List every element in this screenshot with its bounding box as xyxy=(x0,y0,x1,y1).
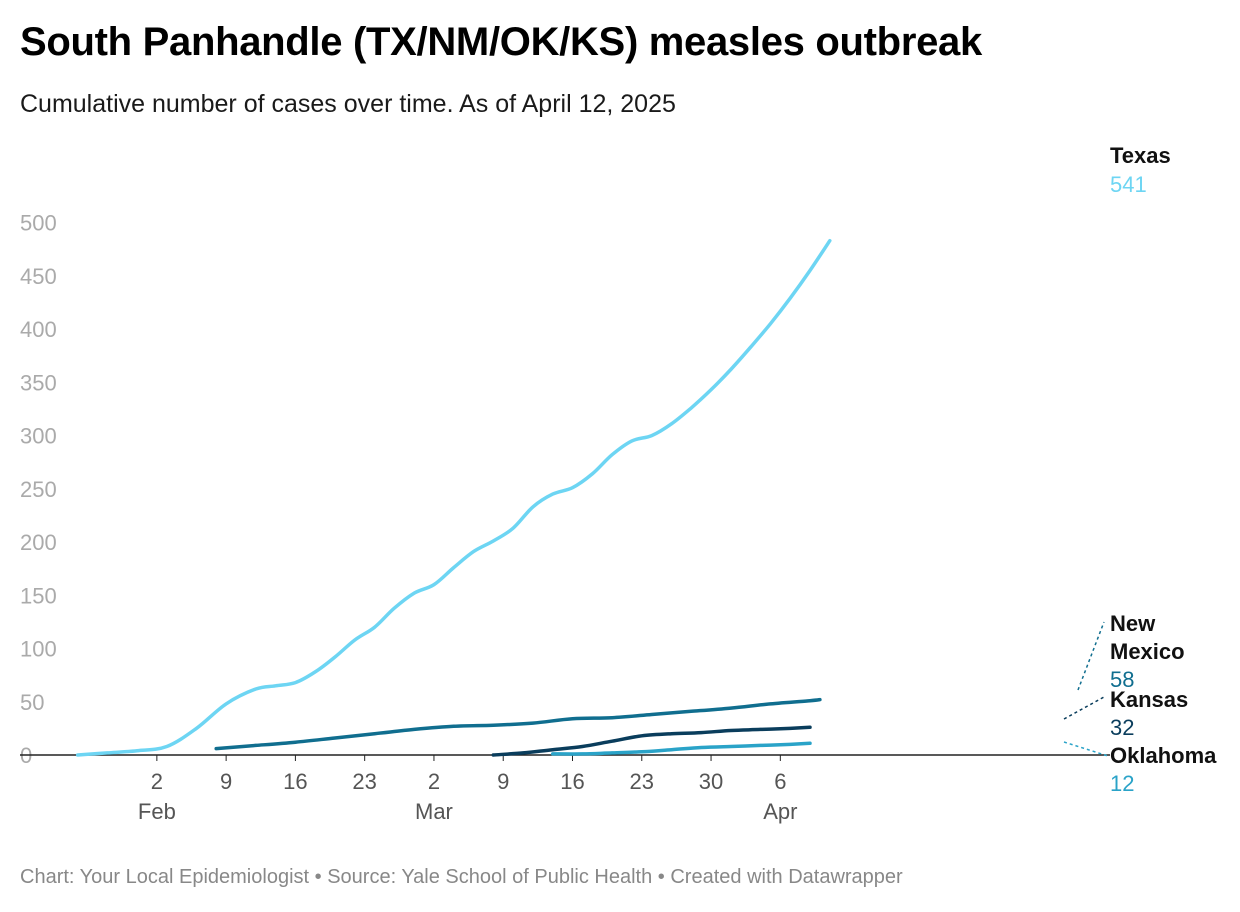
x-month-label: Apr xyxy=(763,799,797,824)
series-line-oklahoma xyxy=(550,741,812,756)
y-tick-label: 400 xyxy=(20,317,57,342)
series-value-texas: 541 xyxy=(1110,172,1147,197)
y-tick-label: 450 xyxy=(20,264,57,289)
footer-separator: • xyxy=(657,866,665,888)
series-label-new-mexico: New xyxy=(1110,611,1156,636)
series-value-oklahoma: 12 xyxy=(1110,771,1134,796)
chart-title: South Panhandle (TX/NM/OK/KS) measles ou… xyxy=(20,20,982,64)
leader-line-oklahoma xyxy=(1063,741,1109,757)
series-value-kansas: 32 xyxy=(1110,715,1134,740)
footer-separator: • xyxy=(314,866,322,888)
leader-line-kansas xyxy=(1063,696,1105,720)
y-tick-label: 100 xyxy=(20,637,57,662)
x-tick-label: 16 xyxy=(560,769,584,794)
series-label-kansas: Kansas xyxy=(1110,687,1188,712)
series-line-texas xyxy=(75,238,832,757)
chart-footer: Chart: Your Local Epidemiologist • Sourc… xyxy=(20,866,903,889)
x-tick-label: 23 xyxy=(352,769,376,794)
y-tick-label: 300 xyxy=(20,424,57,449)
footer-source: Source: Yale School of Public Health xyxy=(327,866,653,888)
series-label-oklahoma: Oklahoma xyxy=(1110,743,1217,768)
x-tick-label: 9 xyxy=(220,769,232,794)
footer-chart-credit: Chart: Your Local Epidemiologist xyxy=(20,866,310,888)
leader-line-new-mexico xyxy=(1077,621,1105,691)
chart-subtitle: Cumulative number of cases over time. As… xyxy=(20,90,676,118)
x-tick-label: 6 xyxy=(774,769,786,794)
y-tick-label: 350 xyxy=(20,370,57,395)
y-tick-label: 250 xyxy=(20,477,57,502)
x-tick-label: 30 xyxy=(699,769,723,794)
series-line-new-mexico xyxy=(214,697,822,751)
x-tick-label: 2 xyxy=(151,769,163,794)
series-value-new-mexico: 58 xyxy=(1110,667,1134,692)
x-tick-label: 16 xyxy=(283,769,307,794)
y-tick-label: 150 xyxy=(20,583,57,608)
series-label-new-mexico: Mexico xyxy=(1110,639,1185,664)
footer-created: Created with Datawrapper xyxy=(670,866,903,888)
x-month-label: Mar xyxy=(415,799,453,824)
y-tick-label: 200 xyxy=(20,530,57,555)
x-tick-label: 2 xyxy=(428,769,440,794)
series-line-kansas xyxy=(491,725,812,757)
x-tick-label: 9 xyxy=(497,769,509,794)
x-month-label: Feb xyxy=(138,799,176,824)
x-tick-label: 23 xyxy=(630,769,654,794)
y-tick-label: 500 xyxy=(20,211,57,236)
series-label-texas: Texas xyxy=(1110,143,1171,168)
y-tick-label: 50 xyxy=(20,690,44,715)
